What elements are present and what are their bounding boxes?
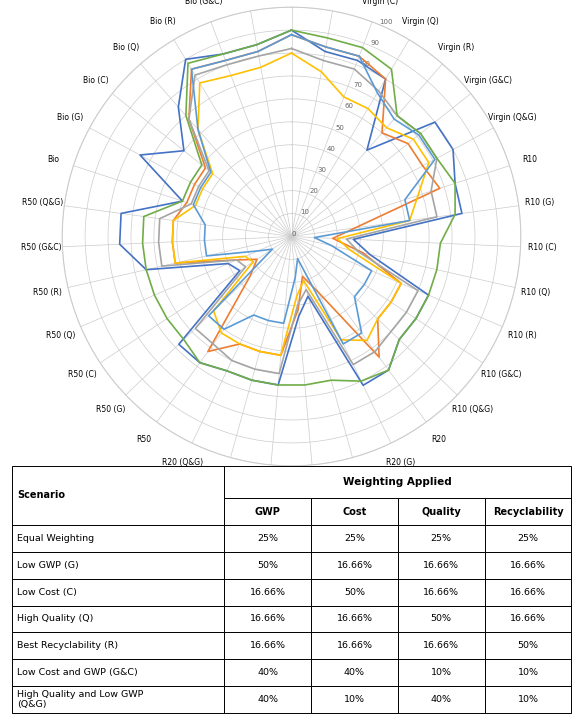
Text: 16.66%: 16.66% — [336, 614, 373, 624]
Text: 50%: 50% — [344, 588, 365, 597]
FancyBboxPatch shape — [311, 525, 398, 552]
Text: 16.66%: 16.66% — [336, 561, 373, 570]
FancyBboxPatch shape — [398, 632, 484, 660]
Text: High Quality and Low GWP
(Q&G): High Quality and Low GWP (Q&G) — [17, 690, 143, 709]
FancyBboxPatch shape — [224, 606, 311, 632]
FancyBboxPatch shape — [398, 579, 484, 606]
Text: 25%: 25% — [344, 534, 365, 543]
Text: 50%: 50% — [431, 614, 452, 624]
FancyBboxPatch shape — [311, 660, 398, 686]
Text: Weighting Applied: Weighting Applied — [343, 477, 452, 487]
FancyBboxPatch shape — [311, 579, 398, 606]
Text: Cost: Cost — [342, 507, 367, 516]
Text: 10%: 10% — [518, 668, 539, 677]
FancyBboxPatch shape — [398, 686, 484, 713]
Text: 40%: 40% — [431, 695, 452, 704]
Legend: HDPE, PC, ABS, POM, PP, PMMA: HDPE, PC, ABS, POM, PP, PMMA — [156, 495, 427, 512]
FancyBboxPatch shape — [224, 466, 571, 498]
Text: 40%: 40% — [257, 695, 278, 704]
FancyBboxPatch shape — [398, 660, 484, 686]
FancyBboxPatch shape — [484, 552, 571, 579]
FancyBboxPatch shape — [224, 525, 311, 552]
FancyBboxPatch shape — [224, 579, 311, 606]
FancyBboxPatch shape — [12, 606, 224, 632]
Text: Scenario: Scenario — [17, 490, 65, 500]
FancyBboxPatch shape — [224, 686, 311, 713]
Text: Recyclability: Recyclability — [493, 507, 563, 516]
FancyBboxPatch shape — [12, 466, 224, 525]
FancyBboxPatch shape — [311, 606, 398, 632]
FancyBboxPatch shape — [398, 552, 484, 579]
FancyBboxPatch shape — [311, 552, 398, 579]
FancyBboxPatch shape — [12, 579, 224, 606]
FancyBboxPatch shape — [398, 498, 484, 525]
FancyBboxPatch shape — [311, 498, 398, 525]
FancyBboxPatch shape — [12, 686, 224, 713]
Text: 16.66%: 16.66% — [510, 588, 546, 597]
FancyBboxPatch shape — [398, 606, 484, 632]
Text: Equal Weighting: Equal Weighting — [17, 534, 94, 543]
Text: 25%: 25% — [518, 534, 539, 543]
FancyBboxPatch shape — [224, 552, 311, 579]
FancyBboxPatch shape — [484, 579, 571, 606]
Text: 10%: 10% — [344, 695, 365, 704]
Text: 10%: 10% — [431, 668, 452, 677]
Text: 40%: 40% — [257, 668, 278, 677]
Text: 16.66%: 16.66% — [510, 614, 546, 624]
Text: 40%: 40% — [344, 668, 365, 677]
Text: Best Recyclability (R): Best Recyclability (R) — [17, 642, 118, 650]
Text: 25%: 25% — [257, 534, 278, 543]
FancyBboxPatch shape — [311, 686, 398, 713]
Text: GWP: GWP — [255, 507, 280, 516]
FancyBboxPatch shape — [484, 632, 571, 660]
Text: 50%: 50% — [257, 561, 278, 570]
Text: High Quality (Q): High Quality (Q) — [17, 614, 94, 624]
FancyBboxPatch shape — [484, 525, 571, 552]
FancyBboxPatch shape — [398, 525, 484, 552]
FancyBboxPatch shape — [224, 498, 311, 525]
FancyBboxPatch shape — [311, 632, 398, 660]
Text: 16.66%: 16.66% — [510, 561, 546, 570]
FancyBboxPatch shape — [484, 498, 571, 525]
Text: 16.66%: 16.66% — [336, 642, 373, 650]
Text: 25%: 25% — [431, 534, 452, 543]
Text: 16.66%: 16.66% — [250, 614, 286, 624]
Text: 16.66%: 16.66% — [423, 561, 459, 570]
Text: 16.66%: 16.66% — [423, 588, 459, 597]
FancyBboxPatch shape — [484, 606, 571, 632]
Text: Low Cost and GWP (G&C): Low Cost and GWP (G&C) — [17, 668, 138, 677]
Text: 16.66%: 16.66% — [250, 588, 286, 597]
FancyBboxPatch shape — [12, 660, 224, 686]
Text: 50%: 50% — [518, 642, 539, 650]
FancyBboxPatch shape — [12, 552, 224, 579]
Text: 16.66%: 16.66% — [250, 642, 286, 650]
FancyBboxPatch shape — [484, 660, 571, 686]
FancyBboxPatch shape — [12, 525, 224, 552]
Text: 16.66%: 16.66% — [423, 642, 459, 650]
FancyBboxPatch shape — [12, 632, 224, 660]
FancyBboxPatch shape — [484, 686, 571, 713]
Text: Quality: Quality — [422, 507, 461, 516]
FancyBboxPatch shape — [224, 632, 311, 660]
Text: Low GWP (G): Low GWP (G) — [17, 561, 79, 570]
Text: Low Cost (C): Low Cost (C) — [17, 588, 77, 597]
Text: 10%: 10% — [518, 695, 539, 704]
FancyBboxPatch shape — [224, 660, 311, 686]
